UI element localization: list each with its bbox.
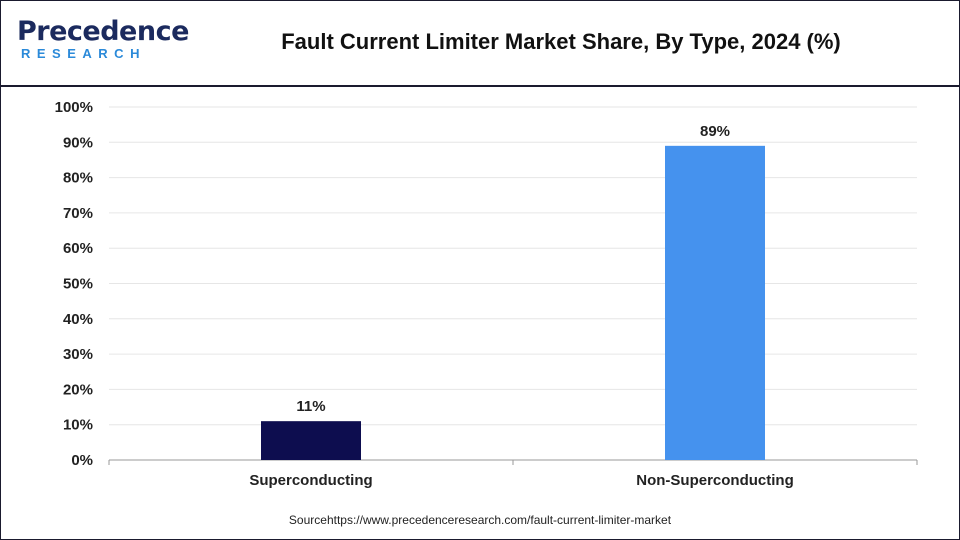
- data-label: 89%: [700, 123, 730, 140]
- header: Precedence RESEARCH Fault Current Limite…: [1, 1, 959, 87]
- logo-wordmark: Precedence: [17, 16, 189, 47]
- y-tick-label: 40%: [63, 311, 93, 328]
- source-note: Sourcehttps://www.precedenceresearch.com…: [288, 513, 672, 527]
- x-category-label: Non-Superconducting: [636, 472, 794, 489]
- bar-non-superconducting: [665, 145, 765, 460]
- brand-logo: Precedence RESEARCH: [17, 17, 189, 65]
- x-category-label: Superconducting: [249, 472, 372, 489]
- y-tick-label: 10%: [63, 417, 93, 434]
- y-tick-label: 90%: [63, 134, 93, 151]
- y-tick-label: 0%: [71, 452, 93, 469]
- logo-subtext: RESEARCH: [21, 46, 146, 61]
- y-tick-label: 80%: [63, 170, 93, 187]
- y-tick-label: 60%: [63, 240, 93, 257]
- y-tick-label: 100%: [55, 99, 93, 116]
- chart-title: Fault Current Limiter Market Share, By T…: [281, 29, 841, 54]
- bar-chart: 0% 10% 20% 30% 40% 50% 60% 70% 80% 90% 100% 11% Supe…: [55, 99, 918, 489]
- y-tick-label: 20%: [63, 381, 93, 398]
- y-tick-label: 70%: [63, 205, 93, 222]
- y-tick-label: 30%: [63, 346, 93, 363]
- bar-superconducting: [261, 421, 361, 460]
- y-tick-label: 50%: [63, 276, 93, 293]
- data-label: 11%: [296, 398, 325, 415]
